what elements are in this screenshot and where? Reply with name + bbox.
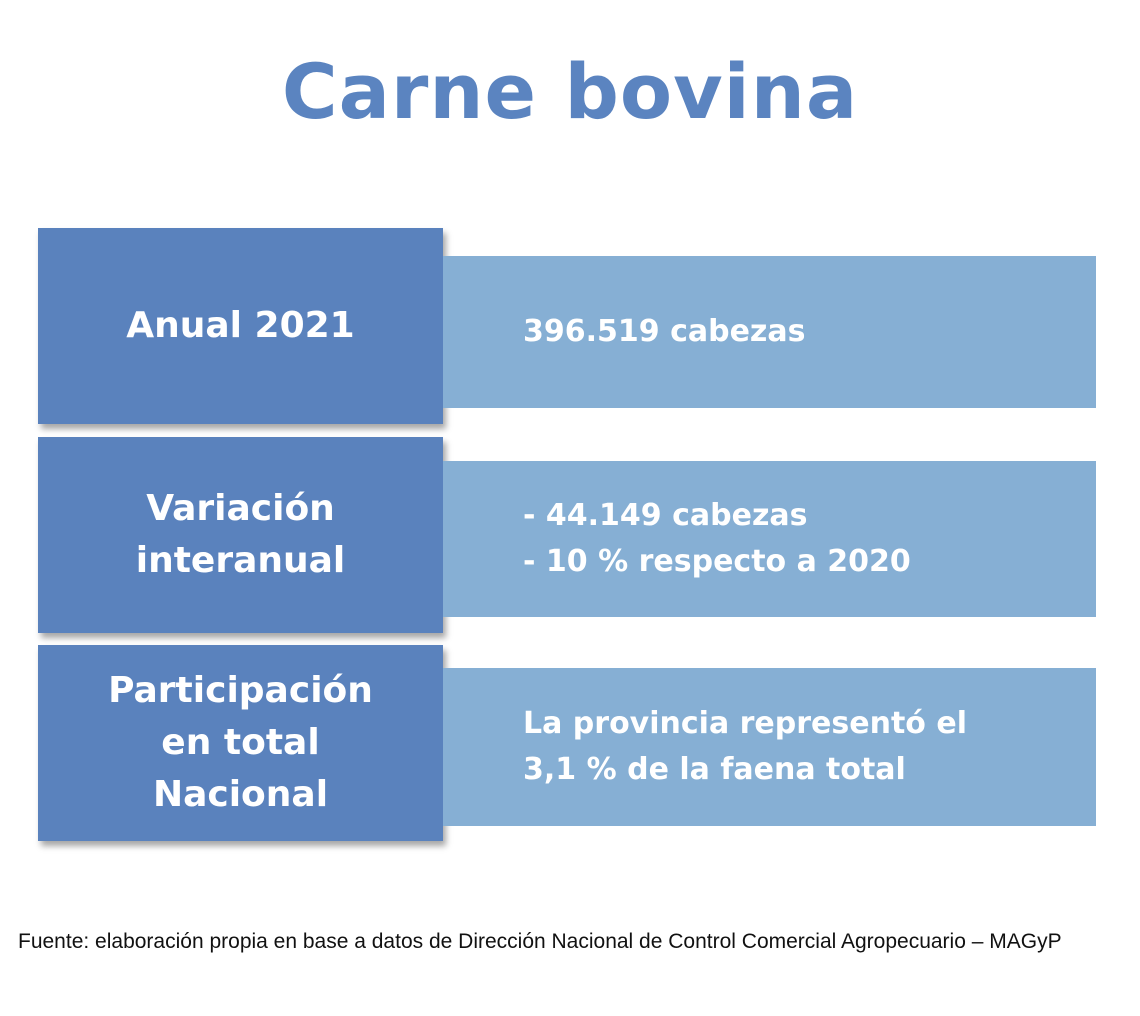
value-participacion-total-nacional: La provincia representó el 3,1 % de la f… [443,668,1096,826]
label-participacion-total-nacional: Participación en total Nacional [38,645,443,841]
value-anual-2021: 396.519 cabezas [443,256,1096,408]
value-variacion-interanual: - 44.149 cabezas - 10 % respecto a 2020 [443,461,1096,617]
source-note: Fuente: elaboración propia en base a dat… [18,930,1062,953]
label-variacion-interanual: Variación interanual [38,437,443,633]
label-anual-2021: Anual 2021 [38,228,443,424]
infographic-title: Carne bovina [281,47,859,136]
